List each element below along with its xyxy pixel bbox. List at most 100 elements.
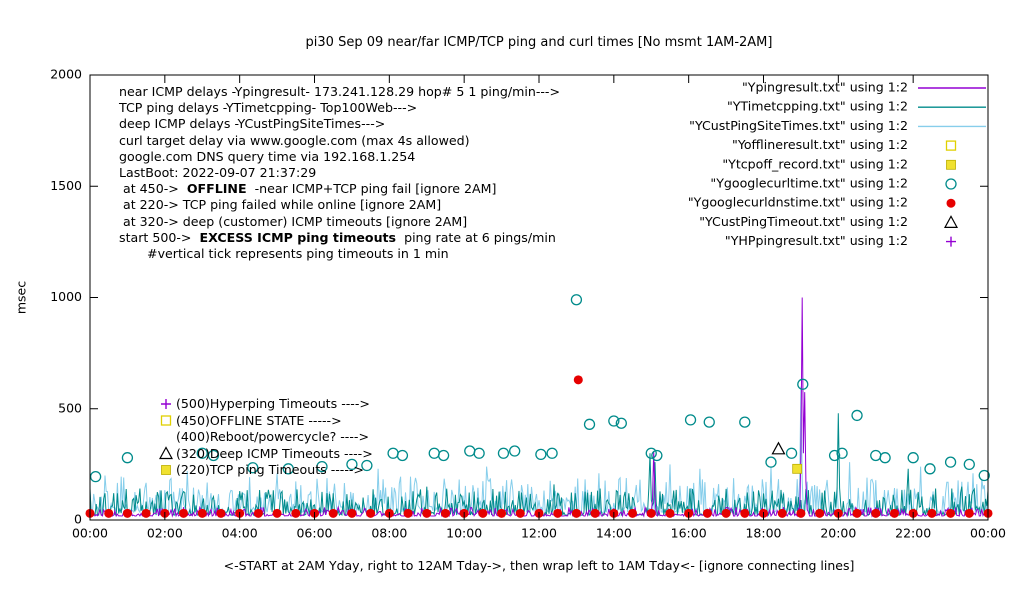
legend-label: "Yofflineresult.txt" using 1:2 (732, 137, 908, 152)
plot-annotation: deep ICMP delays -YCustPingSiteTimes---> (115, 116, 386, 132)
legend-marker-sample (945, 140, 957, 151)
legend-item: "Ytcpoff_record.txt" using 1:2 (722, 156, 956, 171)
series-points-Ytcpoff_record (792, 463, 803, 474)
Ygooglecurldnstime-point (721, 508, 731, 518)
Ygooglecurltime-point (497, 447, 510, 459)
Ygooglecurldnstime-point (815, 508, 825, 518)
legend-marker-sample (945, 178, 957, 190)
Ygooglecurltime-point (464, 445, 476, 457)
Ygooglecurltime-point (207, 449, 220, 462)
Ygooglecurldnstime-point (573, 375, 583, 385)
Ygooglecurldnstime-point (179, 508, 189, 518)
y-tick-label: 1000 (50, 289, 82, 304)
YCustPingTimeout-point (771, 441, 786, 455)
Ygooglecurldnstime-point (291, 508, 301, 518)
legend-label: "Ypingresult.txt" using 1:2 (742, 80, 908, 95)
Ygooglecurldnstime-point (440, 508, 450, 518)
threshold-annotation: (220)TCP ping Timeouts -----> (176, 462, 364, 477)
Ygooglecurltime-point (509, 445, 521, 457)
plot-annotation: start 500-> EXCESS ICMP ping timeouts pi… (115, 229, 556, 245)
series-points-Ygooglecurltime (89, 294, 990, 483)
y-tick-label: 1500 (50, 178, 82, 193)
Ygooglecurldnstime-point (852, 508, 862, 518)
y-axis-label: msec (13, 280, 29, 315)
legend-label: "Ygooglecurldnstime.txt" using 1:2 (688, 195, 908, 210)
Ygooglecurltime-point (437, 449, 450, 462)
plot-annotation: at 320-> deep (customer) ICMP timeouts [… (115, 213, 468, 229)
x-tick-label: 16:00 (671, 526, 707, 541)
Ygooglecurltime-point (828, 449, 841, 462)
legend-item: "YHPpingresult.txt" using 1:2 (725, 233, 956, 248)
x-tick-label: 00:00 (72, 526, 108, 541)
Ygooglecurldnstime-point (422, 508, 432, 518)
Ygooglecurldnstime-point (197, 508, 207, 518)
Ygooglecurldnstime-point (141, 508, 151, 518)
y-tick-label: 2000 (50, 67, 82, 82)
threshold-filled-square (161, 465, 171, 475)
Ygooglecurldnstime-point (253, 508, 263, 518)
Ygooglecurldnstime-point (515, 508, 525, 518)
axis-ticks: 00:00 02:00 04:00 06:00 08:00 10:00 12:00 14:00… (50, 67, 1006, 541)
Ygooglecurltime-point (608, 415, 620, 427)
series-points-YCustPingTimeout (771, 441, 786, 455)
x-tick-label: 14:00 (596, 526, 632, 541)
legend-label: "YCustPingSiteTimes.txt" using 1:2 (689, 118, 908, 133)
x-tick-label: 10:00 (446, 526, 482, 541)
Ygooglecurldnstime-point (497, 508, 507, 518)
Ygooglecurldnstime-point (665, 508, 675, 518)
Ygooglecurltime-point (615, 417, 627, 429)
Ygooglecurldnstime-point (478, 508, 488, 518)
Ygooglecurltime-point (765, 456, 777, 468)
Ygooglecurldnstime-point (927, 508, 937, 518)
Ygooglecurltime-point (247, 462, 259, 474)
Ygooglecurltime-point (89, 470, 102, 483)
plot-annotation: TCP ping delays -YTimetcpping- Top100Web… (115, 100, 418, 116)
Ygooglecurldnstime-point (646, 508, 656, 518)
Ygooglecurldnstime-point (328, 508, 338, 518)
Ygooglecurldnstime-point (777, 508, 787, 518)
Ygooglecurltime-point (651, 449, 663, 462)
Ygooglecurldnstime-point (347, 508, 357, 518)
x-tick-label: 06:00 (296, 526, 332, 541)
Ygooglecurltime-point (739, 416, 751, 428)
x-tick-label: 18:00 (745, 526, 781, 541)
threshold-marker-glyphs (158, 399, 174, 475)
Ygooglecurltime-point (785, 447, 798, 459)
Ygooglecurldnstime-point (628, 508, 638, 518)
Ygooglecurltime-point (570, 294, 583, 306)
Ygooglecurltime-point (346, 458, 358, 471)
Ygooglecurldnstime-point (871, 508, 881, 518)
legend-item: "YCustPingTimeout.txt" using 1:2 (699, 214, 959, 229)
plot-annotation: #vertical tick represents ping timeouts … (115, 246, 449, 261)
Ygooglecurltime-point (836, 447, 848, 459)
Ygooglecurldnstime-point (796, 508, 806, 518)
plot-annotation: at 220-> TCP ping failed while online [i… (115, 197, 442, 213)
chart-title: pi30 Sep 09 near/far ICMP/TCP ping and c… (305, 35, 773, 50)
Ygooglecurltime-point (944, 456, 957, 468)
Ygooglecurltime-point (546, 447, 558, 459)
legend-label: "Ygooglecurltime.txt" using 1:2 (710, 176, 908, 191)
Ygooglecurldnstime-point (553, 508, 563, 518)
plot-annotation: curl target delay via www.google.com (ma… (115, 132, 470, 148)
legend-item: "YTimetcpping.txt" using 1:2 (727, 99, 986, 114)
Ygooglecurldnstime-point (946, 508, 956, 518)
threshold-annotation: (500)Hyperping Timeouts ----> (176, 396, 370, 411)
Ytcpoff_record-point (792, 463, 803, 474)
x-tick-label: 20:00 (820, 526, 856, 541)
legend-label: "YTimetcpping.txt" using 1:2 (727, 99, 908, 114)
Ygooglecurldnstime-point (964, 508, 974, 518)
plot-annotation: google.com DNS query time via 192.168.1.… (115, 148, 416, 164)
legend-label: "YCustPingTimeout.txt" using 1:2 (699, 214, 908, 229)
y-tick-label: 0 (74, 512, 82, 527)
legend-label: "YHPpingresult.txt" using 1:2 (725, 233, 908, 248)
Ygooglecurldnstime-point (366, 508, 376, 518)
Ygooglecurltime-point (907, 452, 919, 464)
Ygooglecurltime-point (870, 449, 882, 462)
x-tick-label: 02:00 (147, 526, 183, 541)
Ygooglecurltime-point (121, 452, 134, 464)
x-axis-label: <-START at 2AM Yday, right to 12AM Tday-… (223, 558, 855, 573)
Ygooglecurltime-point (535, 448, 547, 461)
Ygooglecurltime-point (963, 458, 975, 471)
